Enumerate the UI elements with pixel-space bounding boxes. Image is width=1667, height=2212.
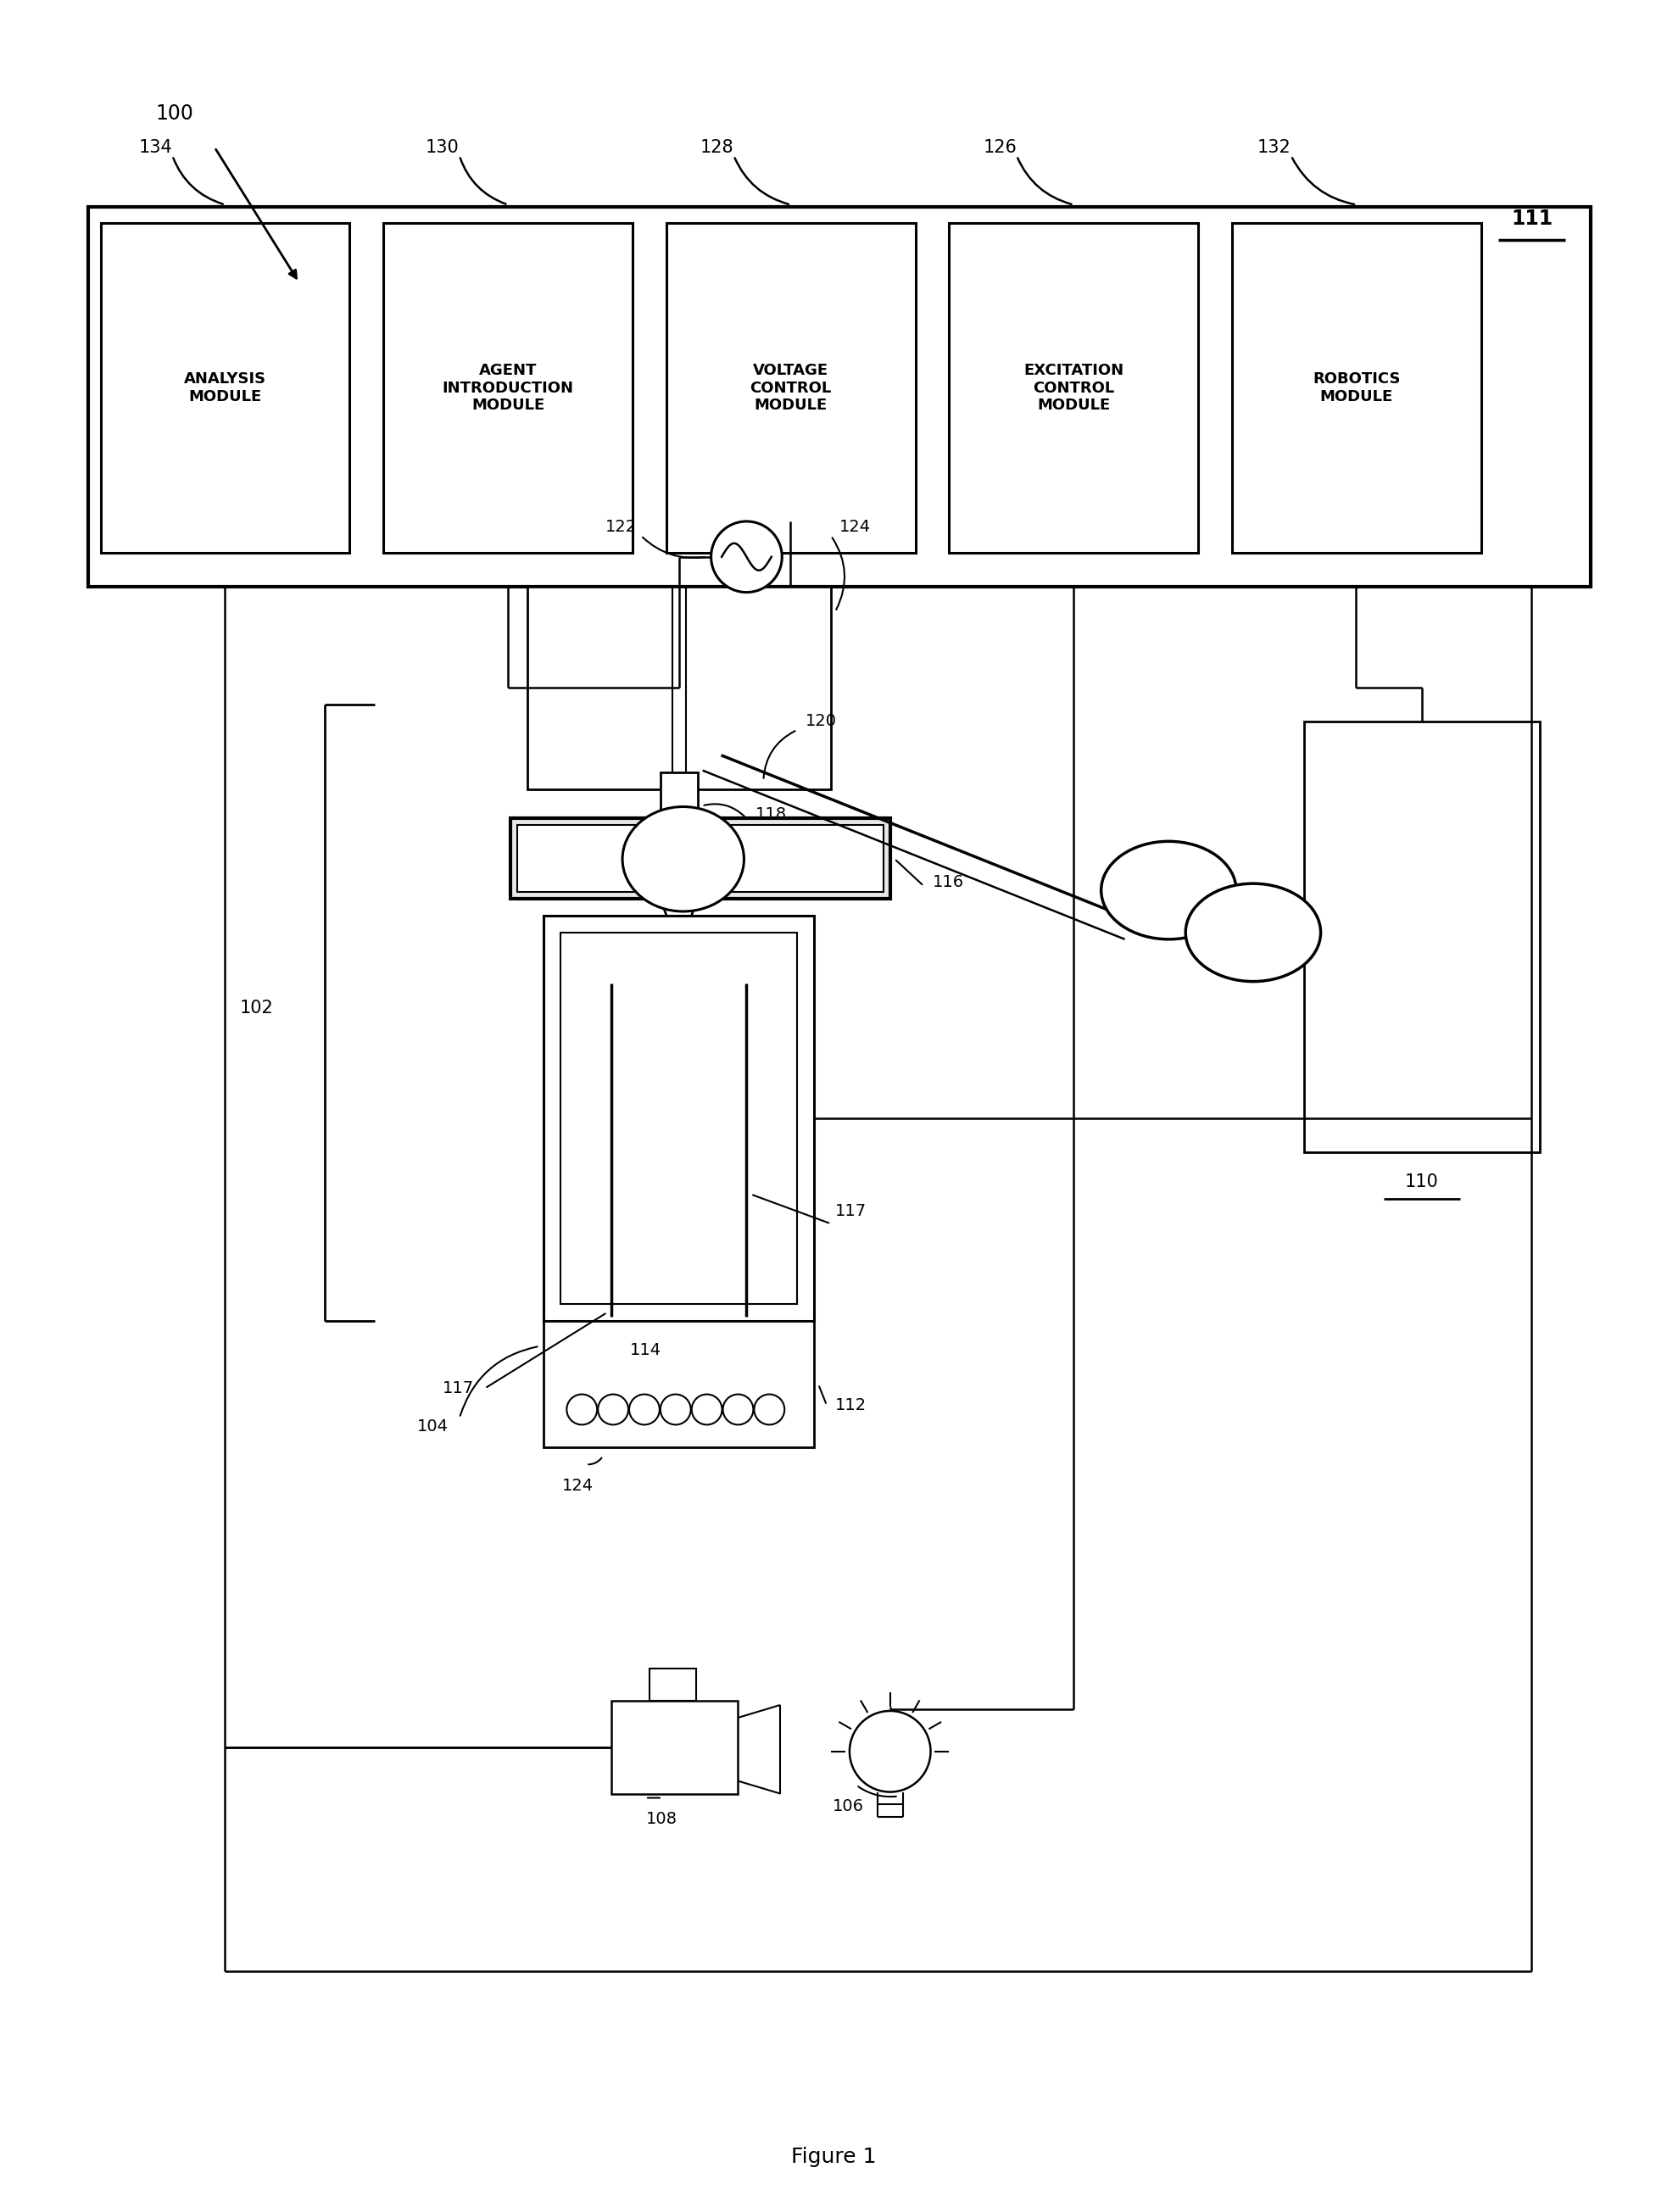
Bar <box>650 1668 695 1701</box>
Bar <box>543 916 813 1321</box>
Text: 128: 128 <box>700 139 733 155</box>
Text: 111: 111 <box>1510 208 1552 230</box>
Text: ROBOTICS
MODULE: ROBOTICS MODULE <box>1312 372 1400 405</box>
Text: 108: 108 <box>647 1812 678 1827</box>
Circle shape <box>712 522 782 593</box>
Text: 110: 110 <box>1405 1172 1439 1190</box>
Text: AGENT
INTRODUCTION
MODULE: AGENT INTRODUCTION MODULE <box>442 363 573 414</box>
Bar <box>949 223 1199 553</box>
Text: 106: 106 <box>832 1798 864 1814</box>
Text: EXCITATION
CONTROL
MODULE: EXCITATION CONTROL MODULE <box>1024 363 1124 414</box>
Circle shape <box>723 1394 753 1425</box>
Text: 116: 116 <box>932 874 964 889</box>
Circle shape <box>567 1394 597 1425</box>
Circle shape <box>753 1394 785 1425</box>
Text: 124: 124 <box>840 520 870 535</box>
Circle shape <box>850 1710 930 1792</box>
Text: 134: 134 <box>138 139 172 155</box>
Circle shape <box>692 1394 722 1425</box>
Text: 122: 122 <box>605 520 637 535</box>
Text: 117: 117 <box>835 1203 867 1219</box>
Ellipse shape <box>1102 841 1237 940</box>
Bar <box>660 772 697 898</box>
Text: 117: 117 <box>442 1380 473 1396</box>
Bar <box>88 206 1590 586</box>
Bar <box>517 825 884 891</box>
Bar <box>383 223 632 553</box>
Text: Figure 1: Figure 1 <box>790 2146 877 2168</box>
Text: ANALYSIS
MODULE: ANALYSIS MODULE <box>183 372 267 405</box>
Bar <box>1232 223 1480 553</box>
Bar <box>667 223 915 553</box>
Text: 112: 112 <box>835 1398 867 1413</box>
Ellipse shape <box>1185 883 1320 982</box>
Ellipse shape <box>622 807 743 911</box>
Bar <box>560 933 797 1305</box>
Bar <box>612 1701 738 1794</box>
Text: 120: 120 <box>805 714 837 730</box>
Text: 104: 104 <box>417 1418 448 1433</box>
Bar <box>1304 721 1540 1152</box>
Circle shape <box>598 1394 628 1425</box>
Text: VOLTAGE
CONTROL
MODULE: VOLTAGE CONTROL MODULE <box>750 363 832 414</box>
Circle shape <box>660 1394 690 1425</box>
Bar <box>100 223 350 553</box>
Text: 114: 114 <box>630 1343 660 1358</box>
Bar <box>510 818 890 898</box>
Circle shape <box>628 1394 660 1425</box>
Text: 132: 132 <box>1257 139 1290 155</box>
Bar <box>543 1321 813 1447</box>
Bar <box>560 1321 797 1371</box>
Text: 100: 100 <box>155 104 193 124</box>
Text: 126: 126 <box>984 139 1017 155</box>
Text: 102: 102 <box>240 1000 273 1018</box>
Bar <box>527 586 830 790</box>
Text: 130: 130 <box>425 139 460 155</box>
Text: 124: 124 <box>562 1478 593 1493</box>
Text: 118: 118 <box>755 805 787 823</box>
